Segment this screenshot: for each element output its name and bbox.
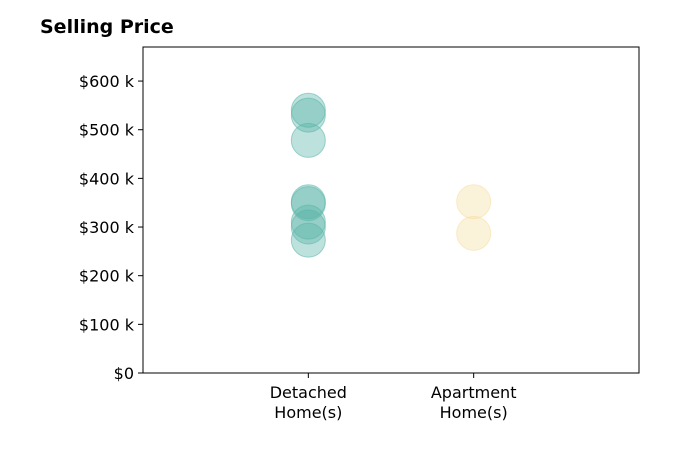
y-tick-label: $300 k [79, 218, 135, 237]
data-point [290, 122, 326, 158]
plot-frame [142, 46, 640, 374]
x-tick-label: Home(s) [274, 403, 342, 422]
data-point [456, 215, 492, 251]
data-point [456, 184, 492, 220]
y-tick-label: $400 k [79, 169, 135, 188]
data-point [290, 204, 326, 240]
y-tick-label: $500 k [79, 121, 135, 140]
data-point [290, 92, 326, 128]
chart-title: Selling Price [40, 16, 174, 38]
y-tick-label: $100 k [79, 315, 135, 334]
y-tick-label: $200 k [79, 267, 135, 286]
y-tick-label: $600 k [79, 72, 135, 91]
x-tick-label: Apartment [431, 383, 517, 402]
data-points [290, 92, 492, 258]
y-tick-label: $0 [114, 364, 134, 383]
data-point [290, 222, 326, 258]
data-point [290, 97, 326, 133]
x-tick-label: Detached [270, 383, 347, 402]
y-axis: $0 $100 k $200 k $300 k $400 k $500 k $600 k [79, 72, 143, 383]
data-point [290, 209, 326, 245]
x-tick-label: Home(s) [440, 403, 508, 422]
